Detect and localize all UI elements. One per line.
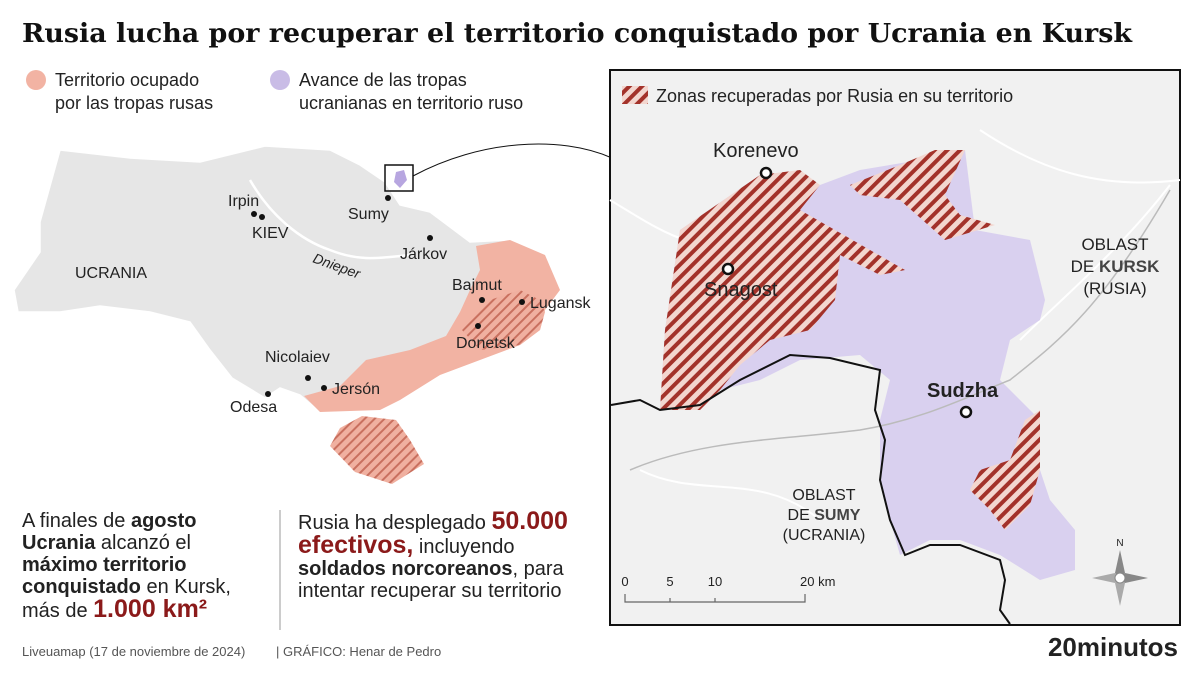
- city-label: Járkov: [400, 246, 447, 263]
- inset-legend-label: Zonas recuperadas por Rusia en su territ…: [656, 86, 1013, 106]
- region-label: DE: [788, 507, 815, 524]
- note-text: en Kursk, más de: [22, 576, 231, 622]
- note-text: alcanzó el: [95, 532, 191, 554]
- note-text: A finales de: [22, 510, 131, 532]
- city-dot: [519, 299, 525, 305]
- border: [610, 353, 1011, 625]
- recovered-zone: [660, 170, 905, 410]
- occupied-hatched: [462, 290, 545, 350]
- scale-label: 0: [621, 574, 628, 589]
- legend-label: Avance de las tropas: [299, 70, 467, 90]
- legend-swatch: [26, 70, 46, 90]
- city-label: Nicolaiev: [265, 349, 330, 366]
- scale-label: 10: [708, 574, 722, 589]
- city-label: Lugansk: [530, 295, 591, 312]
- locator-area: [394, 170, 407, 188]
- inset-legend-swatch: [622, 86, 648, 104]
- cities: Irpin KIEV Sumy Járkov Bajmut Lugansk Do…: [228, 193, 591, 416]
- region-label: KURSK: [1099, 257, 1160, 276]
- sumy-label: OBLAST DE SUMY (UCRANIA): [783, 487, 866, 544]
- river: [248, 179, 411, 260]
- note-text: Rusia ha desplegado: [298, 512, 492, 534]
- place-label: Sudzha: [927, 380, 999, 402]
- note-left: A finales de agosto Ucrania alcanzó el m…: [22, 510, 262, 622]
- note-text: 50.000 efectivos,: [298, 507, 568, 559]
- scale-label: 5: [666, 574, 673, 589]
- city-label: KIEV: [252, 225, 289, 242]
- region-label: DE SUMY: [788, 507, 861, 524]
- note-text: 1.000 km²: [93, 595, 208, 623]
- note-right: Rusia ha desplegado 50.000 efectivos, in…: [298, 507, 588, 603]
- note-text: agosto Ucrania: [22, 510, 197, 554]
- legend-swatch: [270, 70, 290, 90]
- city-label: Irpin: [228, 193, 259, 210]
- scale-line: [624, 594, 806, 603]
- note-text: , para intentar recuperar su territorio: [298, 558, 564, 602]
- city-dot: [385, 195, 391, 201]
- region-label: SUMY: [814, 507, 861, 524]
- locator-box: [384, 164, 414, 192]
- title: Rusia lucha por recuperar el territorio …: [22, 19, 1133, 49]
- place-label: Snagost: [704, 279, 778, 301]
- connector: [412, 143, 613, 177]
- region-label: OBLAST: [1081, 235, 1148, 254]
- scale-label: 20 km: [800, 574, 835, 589]
- city-label: Bajmut: [452, 277, 502, 294]
- recovered-zone: [970, 410, 1040, 530]
- city-dot: [475, 323, 481, 329]
- country-label: UCRANIA: [75, 265, 147, 282]
- region-label: (UCRANIA): [783, 527, 866, 544]
- place-marker: [959, 405, 973, 419]
- scale-bar: 0 5 10 20 km: [621, 574, 835, 603]
- source: Liveuamap (17 de noviembre de 2024): [22, 644, 245, 659]
- recovered-zone: [850, 150, 995, 240]
- city-dot: [479, 297, 485, 303]
- city-label: Odesa: [230, 399, 277, 416]
- credit: | GRÁFICO: Henar de Pedro: [276, 644, 441, 659]
- note-text: incluyendo: [413, 536, 515, 558]
- city-label: Jersón: [332, 381, 380, 398]
- occupied-area: [304, 240, 560, 412]
- compass-label: N: [1116, 538, 1123, 549]
- legend-label: Territorio ocupado: [55, 70, 199, 90]
- kursk-label: OBLAST DE KURSK (RUSIA): [1071, 235, 1161, 298]
- place-marker: [721, 262, 735, 276]
- city-dot: [265, 391, 271, 397]
- legend-label: por las tropas rusas: [55, 93, 213, 113]
- crimea: [330, 416, 424, 484]
- city-dot: [427, 235, 433, 241]
- city-dot: [251, 211, 257, 217]
- city-label: Sumy: [348, 206, 389, 223]
- place-label: Korenevo: [713, 140, 799, 162]
- city-dot: [259, 214, 265, 220]
- place-marker: [759, 166, 773, 180]
- region-label: DE KURSK: [1071, 257, 1161, 276]
- compass: N: [1092, 538, 1148, 606]
- city-dot: [321, 385, 327, 391]
- region-label: DE: [1071, 257, 1099, 276]
- road: [629, 189, 1171, 471]
- region-label: OBLAST: [792, 487, 855, 504]
- city-label: Donetsk: [456, 335, 516, 352]
- city-dot: [305, 375, 311, 381]
- note-text: soldados norcoreanos: [298, 558, 513, 580]
- brand: 20minutos: [1048, 632, 1178, 662]
- legend-label: ucranianas en territorio ruso: [299, 93, 523, 113]
- note-text: máximo territorio conquistado: [22, 554, 187, 598]
- region-label: (RUSIA): [1083, 279, 1146, 298]
